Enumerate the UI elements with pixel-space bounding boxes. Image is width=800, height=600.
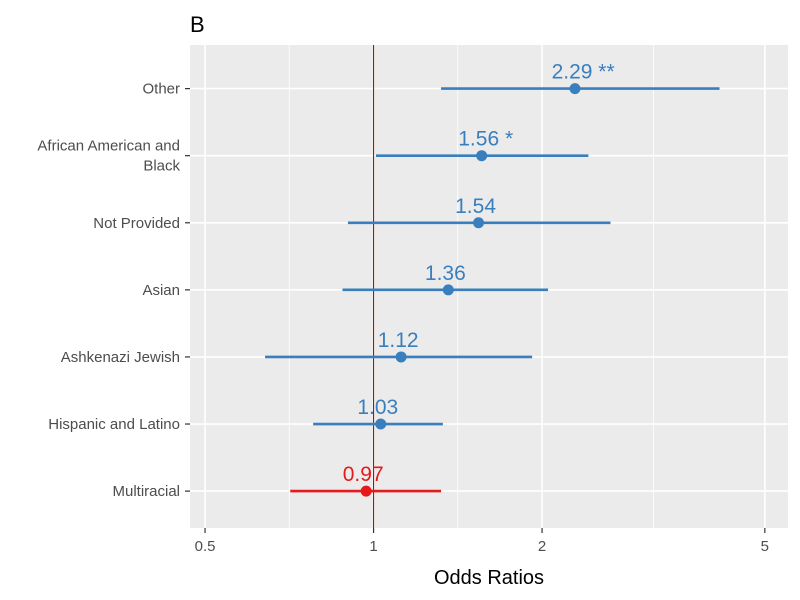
minor-gridlines bbox=[288, 45, 654, 528]
y-tick-label-4: Ashkenazi Jewish bbox=[61, 349, 180, 366]
data-label-2: 1.54 bbox=[455, 195, 496, 218]
estimate-point-1 bbox=[476, 150, 488, 162]
x-tick-label-0: 0.5 bbox=[195, 538, 216, 555]
x-axis: 0.5 1 2 5 bbox=[195, 528, 769, 555]
x-axis-label: Odds Ratios bbox=[434, 567, 544, 589]
estimate-point-5 bbox=[375, 418, 387, 430]
estimate-point-0 bbox=[569, 83, 581, 95]
x-tick-label-3: 5 bbox=[761, 538, 769, 555]
data-label-6: 0.97 bbox=[343, 463, 384, 486]
y-axis: Other African American and Black Not Provid… bbox=[37, 81, 190, 500]
estimate-point-4 bbox=[395, 351, 407, 363]
data-marks: 2.29 ** 1.56 * 1.54 1.36 1.12 1.03 0.97 bbox=[265, 61, 720, 497]
y-tick-label-1: African American and Black bbox=[37, 138, 180, 175]
estimate-point-3 bbox=[442, 284, 454, 296]
data-label-1: 1.56 * bbox=[458, 128, 513, 151]
x-tick-label-1: 1 bbox=[369, 538, 377, 555]
plot-panel bbox=[190, 45, 788, 528]
panel-tag: B bbox=[190, 12, 205, 37]
estimate-point-6 bbox=[360, 485, 372, 497]
x-tick-label-2: 2 bbox=[538, 538, 546, 555]
data-label-5: 1.03 bbox=[357, 396, 398, 419]
y-tick-label-5: Hispanic and Latino bbox=[48, 416, 180, 433]
estimate-point-2 bbox=[473, 217, 485, 229]
y-tick-label-6: Multiracial bbox=[112, 483, 180, 500]
data-label-3: 1.36 bbox=[425, 262, 466, 285]
y-tick-label-0: Other bbox=[142, 81, 180, 98]
y-tick-label-3: Asian bbox=[142, 282, 180, 299]
y-tick-label-2: Not Provided bbox=[93, 215, 180, 232]
data-label-4: 1.12 bbox=[378, 329, 419, 352]
data-label-0: 2.29 ** bbox=[552, 61, 615, 84]
